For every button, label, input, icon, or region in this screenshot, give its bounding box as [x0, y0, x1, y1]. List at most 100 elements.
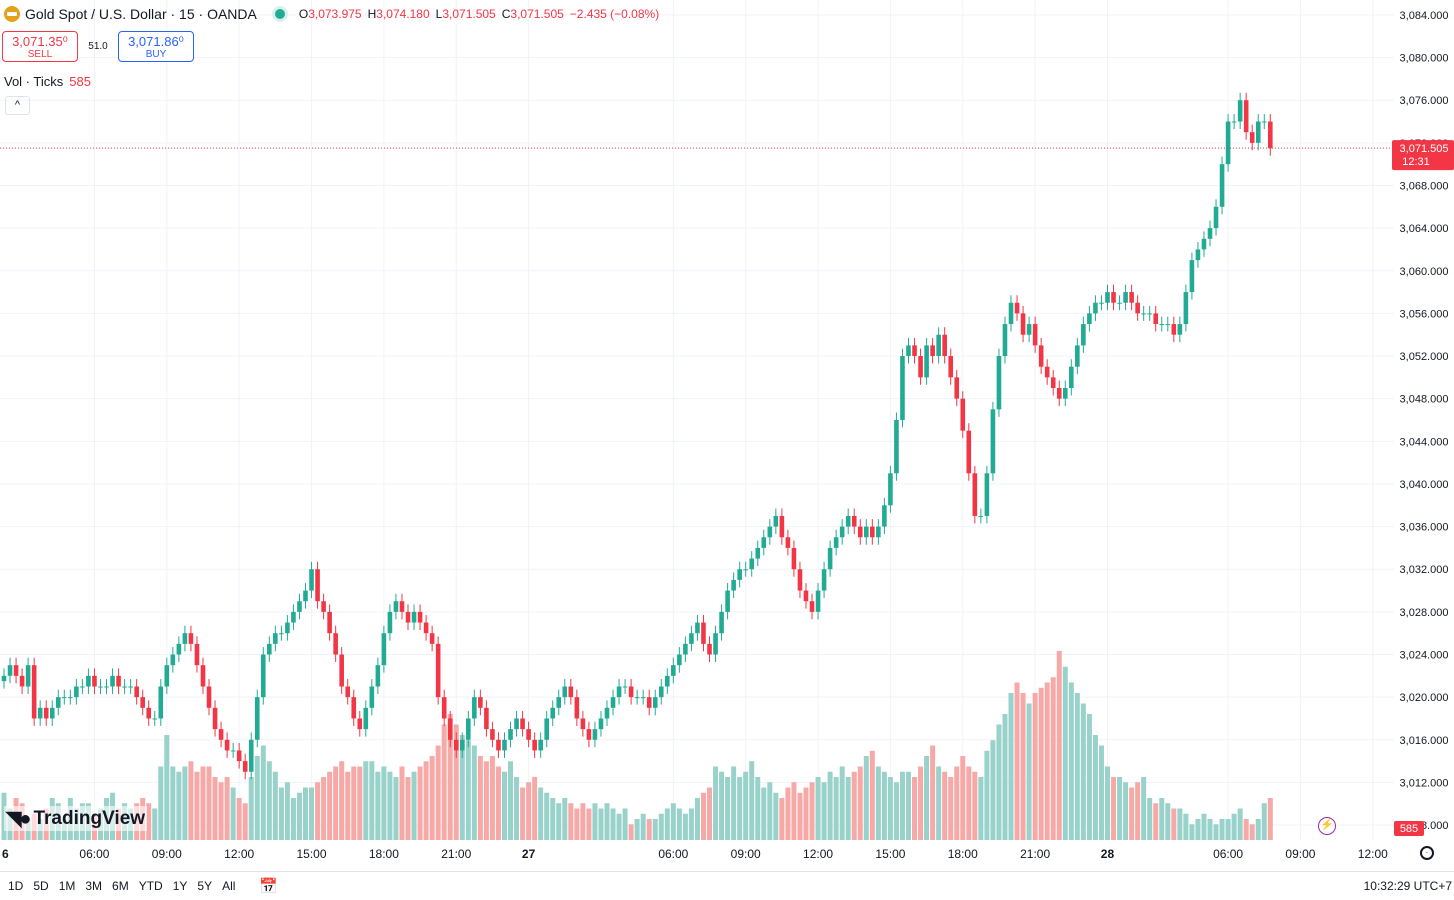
candle-body: [1008, 302, 1014, 325]
volume-bar: [188, 761, 194, 840]
candle-body: [478, 697, 483, 708]
range-button-1m[interactable]: 1M: [58, 879, 76, 893]
candle-body: [182, 633, 188, 644]
price-chart[interactable]: 3,084.0003,080.0003,076.0003,072.0003,06…: [0, 0, 1454, 871]
symbol-legend: Gold Spot / U.S. Dollar · 15 · OANDA O3,…: [4, 6, 665, 22]
candle-body: [1159, 324, 1165, 326]
candle-body: [803, 590, 809, 602]
range-button-all[interactable]: All: [222, 879, 236, 893]
range-button-5d[interactable]: 5D: [33, 879, 49, 893]
candle-body: [267, 643, 272, 655]
range-button-1y[interactable]: 1Y: [172, 879, 188, 893]
tradingview-logo[interactable]: ◥● TradingView: [4, 806, 148, 831]
candle-body: [490, 729, 495, 740]
candle-body: [1219, 164, 1225, 207]
volume-bar: [646, 819, 652, 840]
candle-body: [411, 611, 417, 623]
y-tick-label: 3,032.000: [1400, 564, 1449, 576]
volume-bar: [1050, 677, 1056, 840]
volume-bar: [875, 766, 881, 840]
volume-bar: [640, 813, 646, 840]
range-button-ytd[interactable]: YTD: [138, 879, 163, 893]
settings-gear-icon[interactable]: ·: [1420, 846, 1434, 860]
candle-body: [92, 675, 97, 687]
candle-body: [405, 611, 411, 623]
volume-bar: [809, 782, 815, 840]
candle-body: [984, 473, 990, 516]
buy-button[interactable]: 3,071.86⁰ BUY: [118, 31, 194, 62]
range-button-3m[interactable]: 3M: [85, 879, 103, 893]
x-tick-label: 15:00: [297, 847, 327, 861]
candle-body: [31, 665, 37, 719]
candle-body: [978, 515, 984, 517]
volume-legend[interactable]: Vol · Ticks 585: [4, 74, 91, 89]
volume-bar: [815, 777, 821, 840]
candle-body: [574, 697, 580, 719]
volume-bar: [1255, 819, 1261, 840]
timezone-clock[interactable]: 10:32:29 UTC+7: [1363, 879, 1452, 893]
volume-bar: [321, 777, 327, 840]
volume-bar: [1032, 693, 1038, 840]
volume-bar: [489, 756, 495, 840]
collapse-legend-button[interactable]: ^: [5, 96, 30, 115]
volume-bar: [580, 803, 586, 840]
volume-bar: [899, 771, 905, 840]
candle-body: [809, 601, 815, 612]
candle-body: [1056, 388, 1062, 399]
y-tick-label: 3,028.000: [1400, 607, 1449, 619]
volume-bar: [616, 813, 622, 840]
volume-bar: [1129, 787, 1135, 840]
y-tick-label: 3,020.000: [1400, 692, 1449, 704]
candle-body: [936, 334, 941, 357]
lightning-icon[interactable]: ⚡: [1318, 817, 1336, 835]
volume-bar: [327, 771, 333, 840]
volume-bar: [869, 750, 875, 840]
candle-body: [580, 718, 586, 730]
date-range-calendar-icon[interactable]: 📅: [259, 878, 279, 895]
candle-body: [1189, 260, 1195, 293]
volume-bar: [218, 782, 224, 840]
candle-body: [7, 665, 13, 676]
candle-body: [930, 345, 935, 357]
candle-body: [1038, 345, 1044, 367]
chart-area[interactable]: 3,084.0003,080.0003,076.0003,072.0003,06…: [0, 0, 1454, 861]
candle-body: [604, 707, 610, 719]
volume-bar: [453, 724, 459, 840]
range-button-1d[interactable]: 1D: [8, 879, 24, 893]
candle-body: [327, 611, 332, 634]
candle-body: [333, 633, 338, 655]
candle-body: [170, 654, 176, 666]
volume-bar: [1213, 824, 1219, 840]
range-button-6m[interactable]: 6M: [112, 879, 129, 893]
candle-body: [1153, 313, 1159, 325]
range-button-5y[interactable]: 5Y: [197, 879, 213, 893]
volume-bar: [266, 761, 272, 840]
sell-button[interactable]: 3,071.35⁰ SELL: [2, 31, 78, 62]
candle-body: [894, 420, 899, 474]
volume-bar: [984, 750, 990, 840]
candle-body: [1, 675, 7, 682]
volume-bar: [459, 735, 465, 840]
candle-body: [291, 611, 296, 623]
candle-body: [279, 633, 284, 635]
volume-bar: [743, 771, 749, 840]
candle-body: [888, 473, 893, 506]
candle-body: [532, 739, 537, 751]
candle-body: [1050, 377, 1056, 389]
x-tick-label: 06:00: [79, 847, 109, 861]
candle-body: [924, 345, 929, 378]
candle-body: [538, 739, 543, 751]
candle-body: [628, 686, 634, 698]
candle-body: [345, 686, 351, 698]
volume-bar: [508, 761, 514, 840]
candle-body: [466, 718, 471, 740]
last-volume-tag: [1394, 821, 1424, 836]
candle-body: [80, 686, 85, 688]
y-tick-label: 3,044.000: [1400, 436, 1449, 448]
candle-body: [1147, 313, 1152, 315]
candle-body: [116, 675, 121, 687]
candle-body: [586, 729, 592, 740]
candle-body: [1183, 292, 1189, 325]
symbol-title[interactable]: Gold Spot / U.S. Dollar · 15 · OANDA: [25, 6, 257, 22]
candle-body: [520, 718, 525, 730]
